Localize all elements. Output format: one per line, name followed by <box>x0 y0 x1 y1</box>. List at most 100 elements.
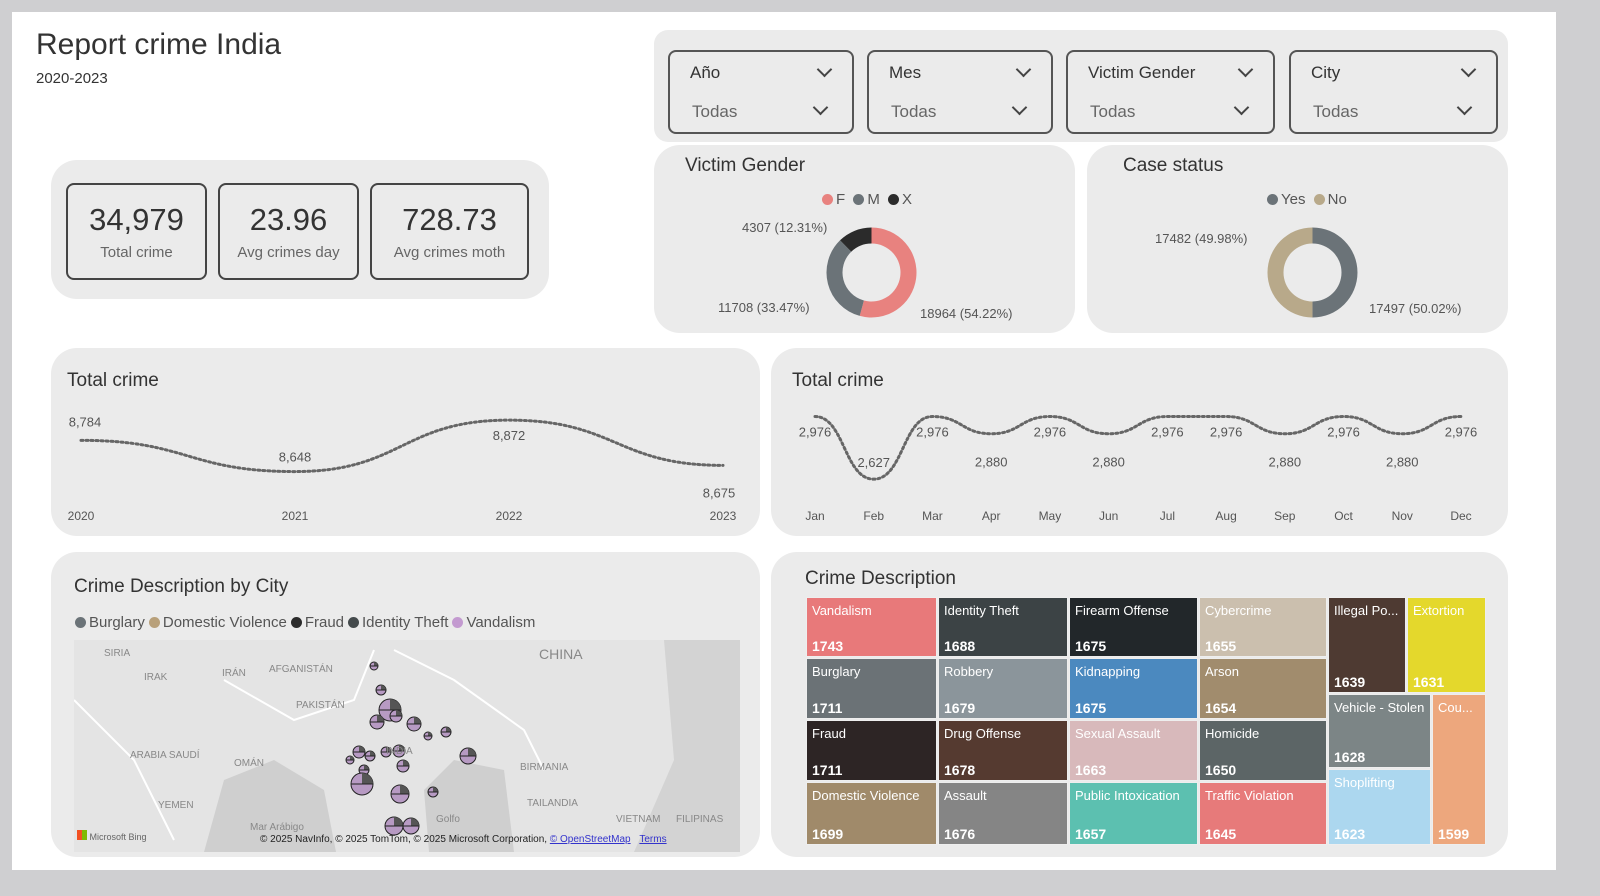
chevron-down-icon[interactable] <box>1015 61 1032 78</box>
city-pie-marker[interactable] <box>352 745 366 759</box>
map-place-label: PAKISTÁN <box>296 700 345 711</box>
treemap-tile[interactable]: Public Intoxication 1657 <box>1069 782 1198 845</box>
city-pie-marker[interactable] <box>345 755 355 765</box>
legend-dot <box>1267 194 1278 205</box>
treemap-tile[interactable]: Arson 1654 <box>1199 658 1327 719</box>
legend-dot <box>1313 194 1325 205</box>
treemap-tile[interactable]: Vehicle - Stolen 1628 <box>1328 694 1431 768</box>
chevron-down-icon[interactable] <box>1233 99 1250 116</box>
treemap-tile[interactable]: Domestic Violence 1699 <box>806 782 937 845</box>
border <box>74 699 175 841</box>
tile-label: Shoplifting <box>1334 775 1395 790</box>
donut-slice[interactable] <box>840 227 872 252</box>
donut-slice[interactable] <box>826 240 864 316</box>
chevron-down-icon[interactable] <box>1460 61 1477 78</box>
city-pie-marker[interactable] <box>440 726 452 738</box>
chevron-down-icon[interactable] <box>1456 99 1473 116</box>
terms-link[interactable]: Terms <box>639 834 667 845</box>
legend-dot <box>822 194 833 205</box>
city-pie-marker[interactable] <box>423 731 433 741</box>
city-pie-marker[interactable] <box>389 709 403 723</box>
treemap-tile[interactable]: Robbery 1679 <box>938 658 1068 719</box>
city-pie-marker[interactable] <box>369 714 385 730</box>
treemap-tile[interactable]: Fraud 1711 <box>806 720 937 781</box>
kpi-caption: Avg crimes moth <box>393 244 506 261</box>
treemap-tile[interactable]: Shoplifting 1623 <box>1328 769 1431 845</box>
city-pie-marker[interactable] <box>369 661 379 671</box>
map-canvas[interactable]: SIRIA IRAK IRÁN AFGANISTÁN PAKISTÁN CHINA INDI… <box>74 640 740 852</box>
city-pie-marker[interactable] <box>364 750 376 762</box>
slicer-label: Victim Gender <box>1088 63 1196 82</box>
map-place-label: FILIPINAS <box>676 814 724 825</box>
tile-label: Homicide <box>1205 726 1260 741</box>
tile-value: 1623 <box>1334 826 1366 842</box>
city-pie-marker[interactable] <box>384 816 404 836</box>
chevron-down-icon[interactable] <box>812 99 829 116</box>
treemap-tile[interactable]: Sexual Assault 1663 <box>1069 720 1198 781</box>
chevron-down-icon[interactable] <box>1237 61 1254 78</box>
treemap-tile[interactable]: Traffic Violation 1645 <box>1199 782 1327 845</box>
city-pie-marker[interactable] <box>375 684 387 696</box>
legend-item[interactable]: Identity Theft <box>362 614 449 631</box>
tile-label: Illegal Po... <box>1334 603 1399 618</box>
treemap-tile[interactable]: Drug Offense 1678 <box>938 720 1068 781</box>
legend: F M X <box>822 191 912 208</box>
legend-item[interactable]: Burglary <box>89 614 145 631</box>
slicer-victim-gender[interactable]: Victim Gender Todas <box>1066 50 1275 134</box>
treemap-tile[interactable]: Firearm Offense 1675 <box>1069 597 1198 657</box>
slicer-city[interactable]: City Todas <box>1289 50 1498 134</box>
treemap-tile[interactable]: Cybercrime 1655 <box>1199 597 1327 657</box>
legend-item[interactable]: Domestic Violence <box>162 614 287 631</box>
slicer-month[interactable]: Mes Todas <box>867 50 1053 134</box>
treemap-tile[interactable]: Cou... 1599 <box>1432 694 1486 845</box>
data-label: 8,648 <box>279 450 312 465</box>
tile-value: 1628 <box>1334 749 1366 765</box>
city-pie-marker[interactable] <box>392 744 406 758</box>
legend-item: Yes <box>1281 191 1306 208</box>
x-tick-label: Nov <box>1392 509 1413 523</box>
tile-label: Burglary <box>812 664 861 679</box>
victim-gender-card: Victim Gender F M X 18964 (54.22%) 11708… <box>654 145 1075 333</box>
chevron-down-icon[interactable] <box>816 61 833 78</box>
city-pie-marker[interactable] <box>396 759 410 773</box>
city-pie-marker[interactable] <box>427 786 439 798</box>
city-pie-marker[interactable] <box>390 784 410 804</box>
treemap-tile[interactable]: Vandalism 1743 <box>806 597 937 657</box>
legend-dot <box>853 194 865 205</box>
treemap-tile[interactable]: Homicide 1650 <box>1199 720 1327 781</box>
osm-link[interactable]: © OpenStreetMap <box>549 834 631 845</box>
city-pie-marker[interactable] <box>350 772 374 796</box>
data-label: 18964 (54.22%) <box>920 306 1013 321</box>
donut-slice[interactable] <box>1267 227 1313 318</box>
slicer-value: Todas <box>692 102 738 121</box>
tile-label: Public Intoxication <box>1075 788 1180 803</box>
line-chart: Jan 2,976 Feb 2,627 Mar 2,976 Apr 2,880 May 2,976… <box>799 415 1477 523</box>
tile-label: Assault <box>944 788 987 803</box>
tile-value: 1678 <box>944 762 976 778</box>
slicer-year[interactable]: Año Todas <box>668 50 854 134</box>
data-label: 17497 (50.02%) <box>1369 301 1462 316</box>
map-place-label: Golfo <box>436 814 460 825</box>
treemap-tile[interactable]: Illegal Po... 1639 <box>1328 597 1406 693</box>
treemap-tile[interactable]: Extortion 1631 <box>1407 597 1486 693</box>
city-pie-marker[interactable] <box>402 817 420 835</box>
tile-label: Cybercrime <box>1205 603 1272 618</box>
treemap-tile[interactable]: Kidnapping 1675 <box>1069 658 1198 719</box>
treemap-tile[interactable]: Burglary 1711 <box>806 658 937 719</box>
chevron-down-icon[interactable] <box>1011 99 1028 116</box>
treemap-tile[interactable]: Identity Theft 1688 <box>938 597 1068 657</box>
city-pie-marker[interactable] <box>380 746 392 758</box>
legend-dot <box>452 617 464 628</box>
legend-item[interactable]: Fraud <box>304 614 344 631</box>
data-label: 2,976 <box>1034 425 1067 440</box>
donut-chart <box>1267 227 1358 318</box>
tile-value: 1654 <box>1205 700 1237 716</box>
legend-item[interactable]: Vandalism <box>466 614 536 631</box>
city-pie-marker[interactable] <box>459 747 477 765</box>
city-pie-marker[interactable] <box>406 716 422 732</box>
treemap-tile[interactable]: Assault 1676 <box>938 782 1068 845</box>
donut-slice[interactable] <box>1312 227 1358 318</box>
donut-slice[interactable] <box>859 227 917 318</box>
kpi-caption: Avg crimes day <box>237 244 340 261</box>
x-tick-label: Dec <box>1450 509 1471 523</box>
